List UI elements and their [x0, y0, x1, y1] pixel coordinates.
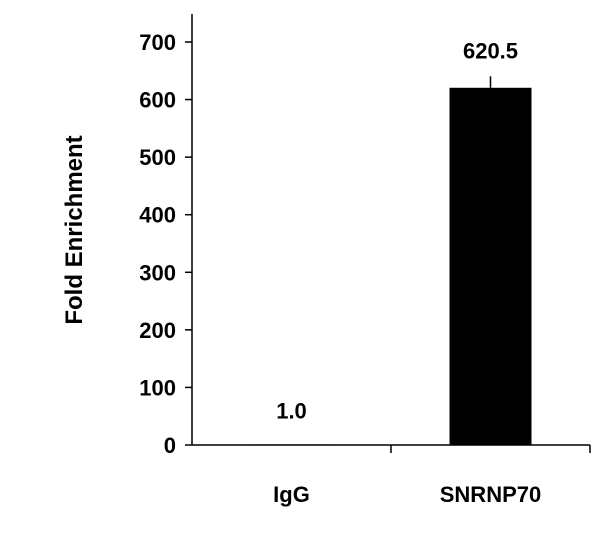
- y-axis-title: Fold Enrichment: [61, 135, 88, 324]
- y-tick-label: 400: [139, 203, 176, 228]
- y-tick-label: 500: [139, 145, 176, 170]
- y-tick-label: 600: [139, 88, 176, 113]
- x-category-label: IgG: [273, 482, 310, 507]
- data-label: 1.0: [276, 398, 307, 423]
- y-tick-label: 200: [139, 318, 176, 343]
- x-category-label: SNRNP70: [440, 482, 541, 507]
- plot-area: 0 100 200 300 400 500 600 700 1.0 IgG 620.5 SNRNP70: [139, 14, 591, 507]
- y-tick-label: 100: [139, 375, 176, 400]
- data-label: 620.5: [463, 38, 518, 63]
- y-tick-label: 300: [139, 260, 176, 285]
- bar: [449, 87, 532, 445]
- y-tick-label: 700: [139, 30, 176, 55]
- bar: [250, 444, 333, 445]
- y-tick-label: 0: [164, 433, 176, 458]
